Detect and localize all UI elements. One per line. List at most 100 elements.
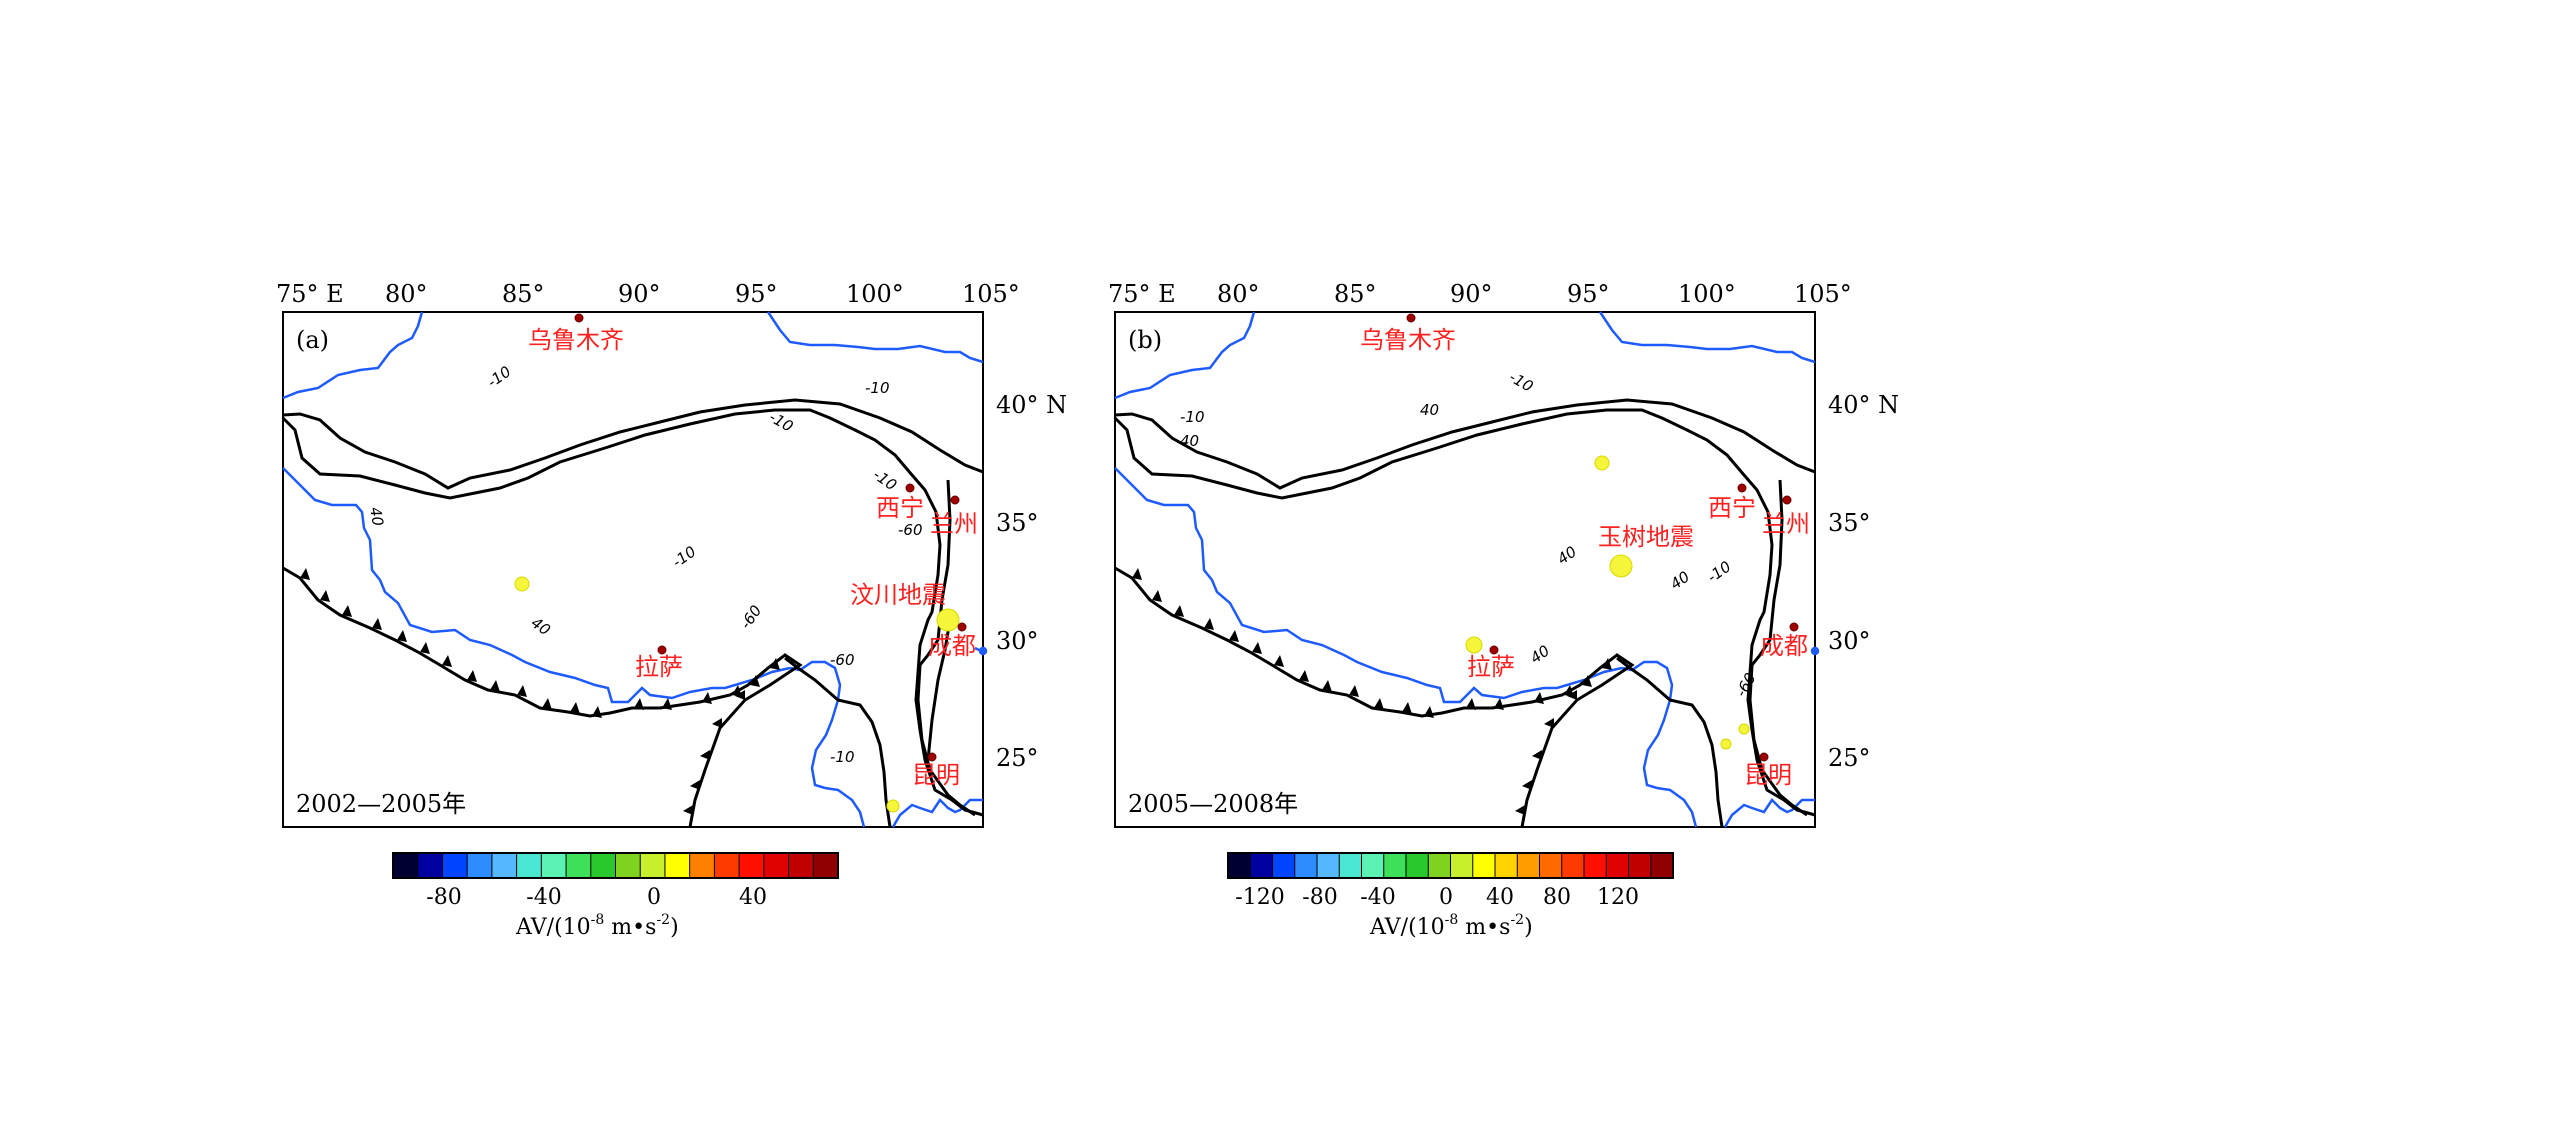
colorbar-cell	[1361, 853, 1385, 878]
colorbar-tick: -80	[1302, 885, 1337, 910]
colorbar-cell	[590, 853, 616, 878]
colorbar-cell	[763, 853, 790, 878]
map-b-city-dots	[1406, 313, 1799, 762]
earthquake-label: 汶川地震	[850, 581, 946, 609]
colorbar-cell	[516, 853, 542, 878]
colorbar-tick: -40	[1360, 885, 1395, 910]
colorbar-tick: -120	[1235, 885, 1284, 910]
colorbar-unit: AV/(10-8 m•s-2)	[1369, 912, 1533, 940]
lon-label: 95°	[735, 280, 778, 308]
colorbar-cell	[1517, 853, 1540, 878]
colorbar-cell	[566, 853, 592, 878]
city-label-lanzhou: 兰州	[1762, 510, 1810, 538]
contour-label: -10	[830, 748, 855, 766]
map-a: -10 -10 -10 -10 -10 -10 40 40 -60 -60 -6…	[276, 280, 1020, 828]
map-a-thrust-fault	[282, 566, 803, 828]
map-b-borders	[1114, 311, 1820, 828]
map-b-frame	[1114, 311, 1816, 828]
colorbar-a-cells	[393, 853, 839, 878]
colorbar-cell	[467, 853, 493, 878]
lon-label: 90°	[1450, 280, 1493, 308]
anomaly-marker	[886, 799, 900, 813]
panel-label: (a)	[296, 326, 329, 354]
lat-label: 25°	[1828, 744, 1871, 772]
colorbar-cell	[442, 853, 468, 878]
colorbar-cell	[788, 853, 814, 878]
city-label-chengdu: 成都	[1760, 632, 1808, 660]
colorbar-cell	[1406, 853, 1429, 878]
lat-label: 30°	[1828, 627, 1871, 655]
city-label-lanzhou: 兰州	[930, 510, 978, 538]
city-label-lhasa: 拉萨	[635, 653, 683, 681]
colorbar-cell	[1495, 853, 1518, 878]
lon-label: 80°	[385, 280, 428, 308]
colorbar-cell	[1339, 853, 1362, 878]
earthquake-marker	[1609, 554, 1633, 578]
colorbar-cell	[1228, 853, 1251, 878]
colorbar-cell	[664, 853, 691, 878]
colorbar-tick: -80	[426, 885, 461, 910]
contour-label: -60	[830, 651, 855, 669]
colorbar-tick: 40	[739, 885, 767, 910]
city-label-kunming: 昆明	[912, 761, 960, 789]
city-label-chengdu: 成都	[928, 632, 976, 660]
period-label: 2002—2005年	[296, 790, 466, 818]
lat-label: 40° N	[996, 391, 1067, 419]
colorbar-cell	[491, 853, 518, 878]
colorbar-cell	[813, 853, 839, 878]
period-label: 2005—2008年	[1128, 790, 1298, 818]
contour-label: 40	[1180, 432, 1199, 450]
lat-label: 40° N	[1828, 391, 1899, 419]
colorbar-cell	[1250, 853, 1273, 878]
map-a-lon-axis: 75° E 80° 85° 90° 95° 100° 105°	[276, 280, 1020, 308]
anomaly-marker	[514, 576, 530, 592]
colorbar-b: -120 -80 -40 0 40 80 120 AV/(10-8 m•s-2)	[1227, 852, 1674, 940]
panel-label: (b)	[1128, 326, 1162, 354]
map-b-lat-axis: 40° N 35° 30° 25°	[1828, 391, 1899, 772]
contour-label: 40	[366, 506, 387, 528]
lat-label: 35°	[1828, 509, 1871, 537]
map-b-anomalies	[1465, 455, 1750, 750]
colorbar-cell	[1606, 853, 1629, 878]
colorbar-cell	[1628, 853, 1652, 878]
colorbar-tick: 40	[1486, 885, 1514, 910]
colorbar-tick: 80	[1543, 885, 1571, 910]
contour-label: -10	[865, 379, 890, 397]
lon-label: 105°	[1794, 280, 1852, 308]
colorbar-cell	[689, 853, 715, 878]
colorbar-cell	[541, 853, 567, 878]
anomaly-marker	[1738, 723, 1750, 735]
colorbar-cell	[393, 853, 419, 878]
colorbar-cell	[1472, 853, 1496, 878]
colorbar-cell	[1317, 853, 1340, 878]
lon-label: 100°	[846, 280, 904, 308]
lon-label: 85°	[502, 280, 545, 308]
colorbar-cell	[1428, 853, 1451, 878]
colorbar-cell	[1294, 853, 1318, 878]
anomaly-marker	[1594, 455, 1610, 471]
lon-label: 75° E	[1108, 280, 1176, 308]
colorbar-tick: -40	[526, 885, 561, 910]
colorbar-cell	[1561, 853, 1585, 878]
map-a-frame	[282, 311, 984, 828]
city-label-lhasa: 拉萨	[1467, 653, 1515, 681]
colorbar-cell	[1450, 853, 1474, 878]
colorbar-cell	[1650, 853, 1674, 878]
colorbar-cell	[714, 853, 740, 878]
colorbar-tick: 0	[1439, 885, 1453, 910]
city-label-urumqi: 乌鲁木齐	[528, 326, 624, 354]
map-b-city-labels: 乌鲁木齐 西宁 兰州 拉萨 成都 昆明 玉树地震	[1360, 326, 1810, 789]
colorbar-cell	[739, 853, 765, 878]
earthquake-label: 玉树地震	[1598, 523, 1694, 551]
map-a-city-labels: 乌鲁木齐 西宁 兰州 拉萨 成都 昆明 汶川地震	[528, 326, 978, 789]
anomaly-marker	[1465, 636, 1483, 654]
colorbar-cell	[615, 853, 641, 878]
colorbar-cell	[1539, 853, 1563, 878]
map-a-anomalies	[514, 576, 960, 813]
city-label-kunming: 昆明	[1744, 761, 1792, 789]
lon-label: 85°	[1334, 280, 1377, 308]
colorbar-cell	[1584, 853, 1607, 878]
colorbar-tick: 120	[1597, 885, 1639, 910]
lon-label: 100°	[1678, 280, 1736, 308]
